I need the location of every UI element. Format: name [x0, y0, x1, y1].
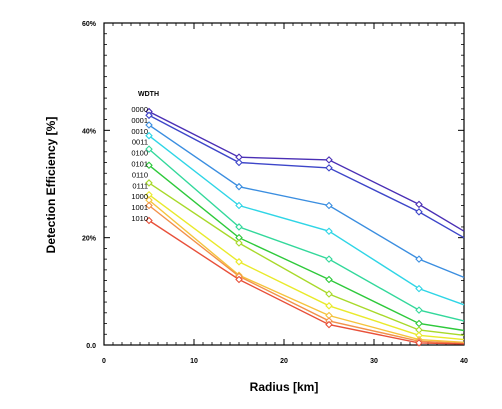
- marker-0001: [415, 208, 423, 216]
- legend-entry-0111: 0111: [132, 181, 148, 190]
- y-tick-label: 40%: [82, 128, 97, 135]
- marker-0001: [145, 111, 153, 120]
- legend-entry-1001: 1001: [131, 203, 148, 212]
- legend-entry-0001: 0001: [131, 116, 148, 125]
- y-axis-title: Detection Efficiency [%]: [44, 117, 58, 254]
- legend-title: WDTH: [138, 91, 159, 98]
- marker-0100: [235, 223, 243, 231]
- marker-0100: [145, 145, 153, 153]
- series-markers: [145, 107, 423, 347]
- legend-entry-0010: 0010: [131, 127, 148, 136]
- marker-0100: [325, 255, 333, 263]
- axis-tick-labels: 0 10 20 30 40 0.0 20% 40% 60%: [82, 21, 468, 365]
- x-axis-title: Radius [km]: [250, 380, 319, 394]
- legend-entry-0100: 0100: [131, 149, 148, 158]
- marker-1010: [145, 216, 153, 225]
- marker-0010: [325, 201, 333, 210]
- legend-entry-0101: 0101: [131, 160, 148, 169]
- legend-entry-0110: 0110: [132, 170, 148, 179]
- marker-0011: [325, 227, 333, 236]
- marker-0111: [235, 258, 243, 266]
- marker-0000: [325, 156, 333, 164]
- marker-0001: [325, 164, 333, 172]
- marker-0011: [145, 131, 153, 140]
- marker-1010: [415, 339, 423, 347]
- x-tick-label: 30: [370, 358, 378, 365]
- x-tick-label: 10: [190, 358, 198, 365]
- marker-0011: [415, 284, 423, 293]
- marker-0110: [145, 179, 153, 187]
- marker-0101: [145, 161, 153, 169]
- y-tick-label: 60%: [82, 21, 97, 28]
- marker-1001: [145, 201, 153, 210]
- x-tick-label: 0: [102, 358, 106, 365]
- plot-frame: [103, 22, 465, 346]
- marker-0101: [415, 319, 423, 328]
- marker-1010: [235, 275, 243, 284]
- marker-0010: [235, 182, 243, 191]
- marker-0101: [325, 275, 333, 284]
- series-line-0010: [148, 124, 465, 279]
- marker-0110: [235, 239, 243, 247]
- x-tick-label: 20: [280, 358, 288, 365]
- x-tick-label: 40: [460, 358, 468, 365]
- legend-entry-0011: 0011: [132, 138, 148, 147]
- series-line-0011: [148, 135, 465, 306]
- series-line-1000: [148, 199, 465, 343]
- series-line-0111: [148, 194, 465, 341]
- series-line-0001: [148, 114, 465, 239]
- marker-0100: [415, 306, 423, 314]
- marker-0010: [145, 121, 153, 129]
- marker-0010: [415, 255, 423, 263]
- legend-entry-1010: 1010: [131, 214, 148, 223]
- y-tick-label: 0.0: [86, 343, 96, 350]
- marker-0000: [415, 200, 423, 209]
- legend-entry-1000: 1000: [131, 192, 148, 201]
- marker-1010: [325, 320, 333, 329]
- legend-entry-0000: 0000: [131, 105, 148, 114]
- marker-0011: [235, 201, 243, 210]
- axis-ticks: [103, 22, 465, 346]
- y-tick-label: 20%: [82, 236, 97, 243]
- marker-0110: [325, 290, 333, 298]
- marker-0111: [325, 302, 333, 310]
- marker-0001: [235, 158, 243, 167]
